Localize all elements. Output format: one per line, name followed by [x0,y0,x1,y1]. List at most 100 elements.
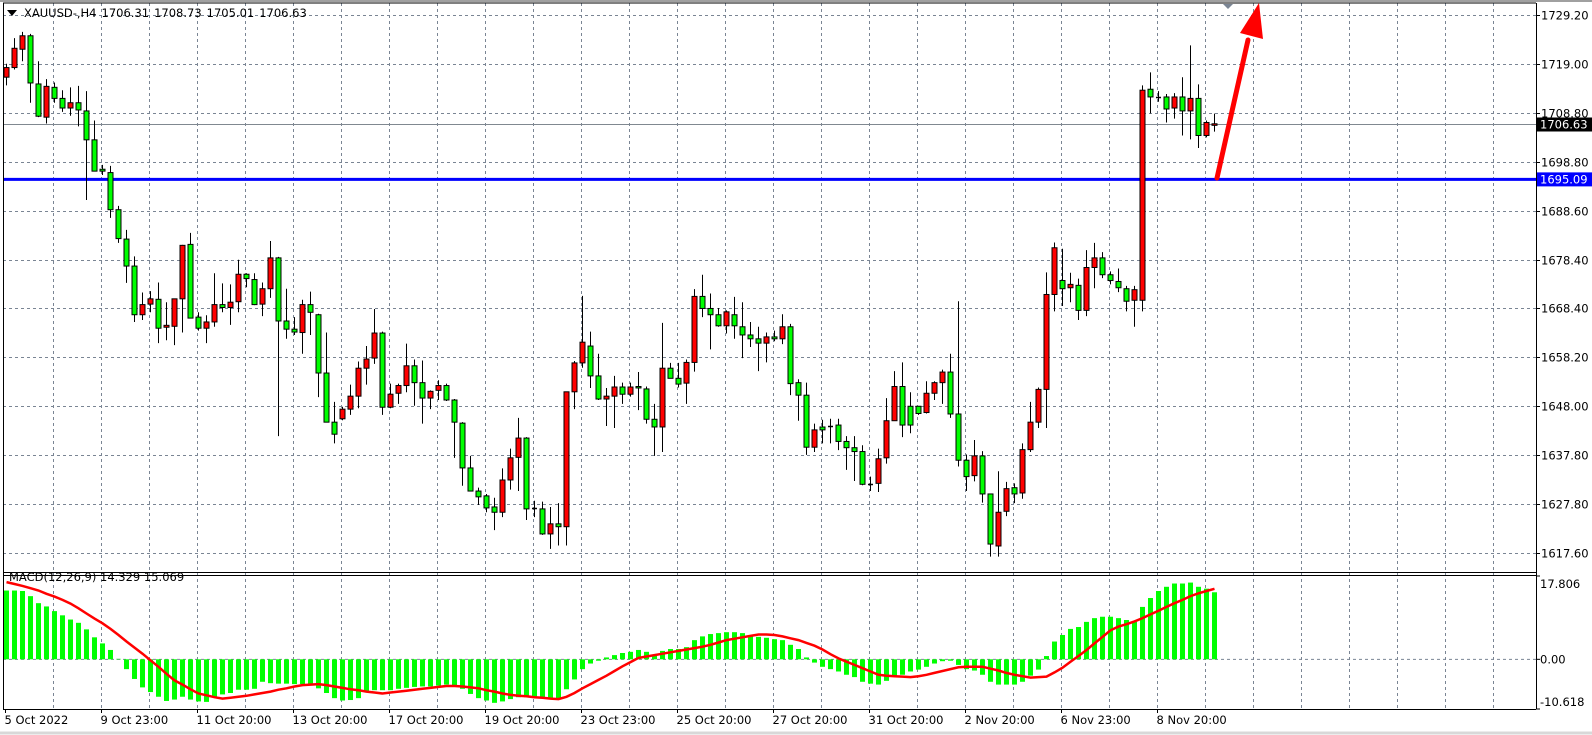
macd-bar [196,659,201,702]
candle [475,487,482,506]
candle-body [227,301,234,308]
macd-bar [564,659,569,690]
macd-bar [580,659,585,670]
macd-bar [452,659,457,687]
time-tick-label: 8 Nov 20:00 [1157,713,1227,727]
candle [603,387,610,427]
candle-body [811,429,818,448]
macd-bar [100,643,105,660]
candle [395,383,402,404]
candle-body [131,265,138,316]
dropdown-triangle-icon[interactable] [7,10,17,16]
candle [235,259,242,313]
candle-body [115,209,122,240]
candle-body [651,418,658,428]
candle-body [147,298,154,305]
time-tick-label: 5 Oct 2022 [5,713,69,727]
bid-price-label: 1706.63 [1540,118,1588,132]
candle [1035,387,1042,428]
candle-body [107,172,114,211]
candle [868,476,873,492]
macd-bar [60,615,65,660]
macd-bar [1164,586,1169,660]
candle [723,310,730,334]
candle-body [923,392,930,414]
macd-bar [1132,621,1137,660]
macd-bar [500,659,505,702]
candle-body [1035,388,1042,423]
candle-body [1019,449,1026,494]
macd-bar [1084,621,1089,660]
macd-bar [724,632,729,660]
macd-bar [84,629,89,660]
macd-bar [36,603,41,660]
candle-body [691,295,698,363]
candle [635,372,642,411]
candle-body [563,391,570,528]
candle [1043,272,1050,428]
candle-body [27,35,34,84]
macd-bar [1204,588,1209,660]
macd-bar [572,659,577,680]
up-arrow-annotation[interactable] [1214,3,1263,181]
candle-body [1187,97,1194,112]
candle-body [891,386,898,422]
candle-body [899,386,906,426]
candle-body [907,405,914,426]
candle-body [451,399,458,423]
candle [387,383,394,409]
candle-body [1059,280,1066,290]
macd-bar [652,655,657,660]
candle-body [387,393,394,408]
candle-body [251,279,258,306]
candle [675,362,682,388]
candle-body [203,321,210,329]
macd-bar [380,659,385,691]
time-tick-label: 17 Oct 20:00 [389,713,464,727]
candle-body [67,102,74,109]
macd-bar [396,659,401,689]
candle [91,120,98,172]
candle [195,312,202,331]
candle [779,314,786,345]
candle [643,386,650,424]
candle [131,256,138,322]
candle-body [1091,257,1098,269]
macd-bar [836,659,841,672]
price-tick-label: 1678.40 [1541,254,1589,268]
macd-bar [316,659,321,689]
macd-bar [820,659,825,667]
candle-body [427,390,434,399]
candle [227,284,234,325]
candle-body [971,455,978,477]
price-tick-label: 1688.60 [1541,205,1589,219]
candle [347,384,354,415]
candle-body [331,421,338,435]
macd-bar [468,659,473,694]
macd-bar [412,659,417,687]
macd-bar [204,659,209,702]
macd-bar [1028,659,1033,676]
candle-body [963,459,970,478]
candle [771,330,778,342]
candle [1019,443,1026,499]
candle-body [843,440,850,449]
macd-bar [956,659,961,665]
candle-body [235,273,242,303]
candle [611,375,618,428]
time-axis: 5 Oct 2022 9 Oct 23:00 11 Oct 20:00 13 Oct … [5,709,1227,727]
candle [163,302,170,341]
macd-bar [44,606,49,660]
candle-body [555,523,562,528]
candle-body [931,382,938,394]
candle [763,332,770,363]
macd-bar [1124,620,1129,660]
candle-body [883,420,890,459]
chart-shift-marker-icon[interactable] [1223,4,1233,9]
candle [843,436,850,470]
candle [947,353,954,418]
macd-bar [68,619,73,660]
candle [1011,483,1018,504]
